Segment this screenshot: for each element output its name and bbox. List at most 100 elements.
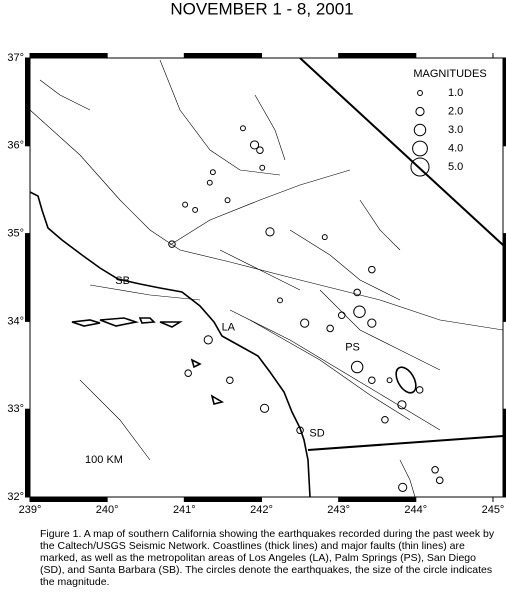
fault (159, 59, 281, 176)
earthquake (182, 201, 189, 208)
earthquake (259, 403, 270, 413)
frame-bar (30, 497, 108, 502)
fault (89, 284, 201, 301)
frame-bar (184, 497, 262, 502)
map-frame (29, 57, 504, 498)
fault (229, 309, 441, 431)
caption: Figure 1. A map of southern California s… (40, 528, 495, 588)
legend-symbol (412, 140, 428, 157)
legend-symbol (410, 157, 430, 177)
fault (319, 289, 441, 371)
earthquake (337, 311, 346, 320)
coastline (29, 191, 311, 498)
earthquake (397, 400, 407, 410)
y-tick-label: 33° (7, 403, 24, 415)
fault (169, 169, 351, 246)
legend-symbol (415, 106, 425, 117)
earthquake (206, 179, 213, 186)
earthquake (209, 169, 216, 176)
x-tick-label: 244° (404, 504, 427, 516)
frame-bar (503, 58, 506, 146)
earthquake (224, 197, 231, 204)
salton-sea (395, 366, 417, 394)
y-tick-label: 37° (7, 52, 24, 64)
frame-bar (338, 497, 416, 502)
x-tick-label: 241° (173, 504, 196, 516)
earthquake (240, 125, 246, 132)
mexico-border (307, 435, 504, 451)
scale-label: 100 KM (85, 454, 123, 466)
legend-symbol (413, 123, 427, 137)
fault (29, 109, 504, 331)
earthquake (353, 305, 366, 318)
x-tick-label: 242° (250, 504, 273, 516)
place-label: LA (222, 321, 236, 333)
fault (219, 249, 301, 291)
earthquake (415, 386, 424, 394)
earthquake (168, 240, 176, 248)
legend-label: 2.0 (448, 105, 463, 117)
earthquake (296, 426, 304, 435)
earthquake (386, 377, 393, 384)
fault (399, 459, 416, 498)
frame-bar (503, 233, 506, 322)
earthquake (350, 360, 364, 374)
earthquake (300, 318, 310, 328)
y-tick-label: 35° (7, 228, 24, 240)
x-tick-label: 240° (96, 504, 119, 516)
earthquake (259, 164, 266, 171)
frame-bar (25, 58, 30, 146)
map: NOVEMBER 1 - 8, 2001 239° 240° 241° 242° 243… (7, 0, 506, 516)
islands (71, 317, 225, 405)
earthquake (353, 288, 361, 297)
earthquake (398, 482, 408, 492)
legend-symbol (417, 90, 423, 96)
frame-bar (30, 53, 108, 58)
frame-bar (184, 53, 262, 58)
earthquake (321, 234, 328, 241)
earthquake (203, 335, 213, 345)
frame-bar (25, 409, 30, 497)
frame-bar (503, 409, 506, 497)
y-tick-label: 32° (7, 491, 24, 503)
earthquake (368, 265, 376, 274)
earthquake (277, 297, 283, 304)
earthquake (381, 415, 389, 424)
legend-label: 3.0 (448, 124, 463, 136)
legend-label: 5.0 (448, 161, 463, 173)
legend-label: 1.0 (448, 87, 463, 99)
faults (29, 59, 504, 498)
fault (289, 229, 401, 301)
earthquake (368, 376, 376, 385)
earthquake (326, 324, 334, 333)
x-tick-label: 243° (327, 504, 350, 516)
x-tick-label: 245° (482, 504, 505, 516)
y-tick-label: 36° (7, 140, 24, 152)
earthquake (367, 318, 377, 328)
fault (79, 379, 151, 461)
place-label: SD (309, 428, 324, 440)
earthquake (431, 466, 439, 474)
y-tick-label: 34° (7, 315, 24, 327)
fault (39, 79, 91, 111)
place-label: PS (345, 342, 360, 354)
map-title: NOVEMBER 1 - 8, 2001 (170, 0, 353, 18)
earthquake (435, 476, 444, 485)
frame-bar (338, 53, 416, 58)
frame-bar (25, 233, 30, 322)
earthquake (184, 369, 192, 377)
earthquake (249, 140, 260, 150)
legend-title: MAGNITUDES (413, 68, 486, 80)
coastline (29, 57, 504, 498)
earthquake (256, 146, 264, 154)
place-label: SB (115, 275, 130, 287)
earthquake (265, 227, 275, 237)
fault (249, 319, 411, 421)
legend-label: 4.0 (448, 142, 463, 154)
x-tick-label: 239° (19, 504, 42, 516)
state-border (299, 57, 504, 246)
earthquake (192, 206, 199, 213)
fault (254, 94, 286, 161)
fault (359, 199, 401, 251)
